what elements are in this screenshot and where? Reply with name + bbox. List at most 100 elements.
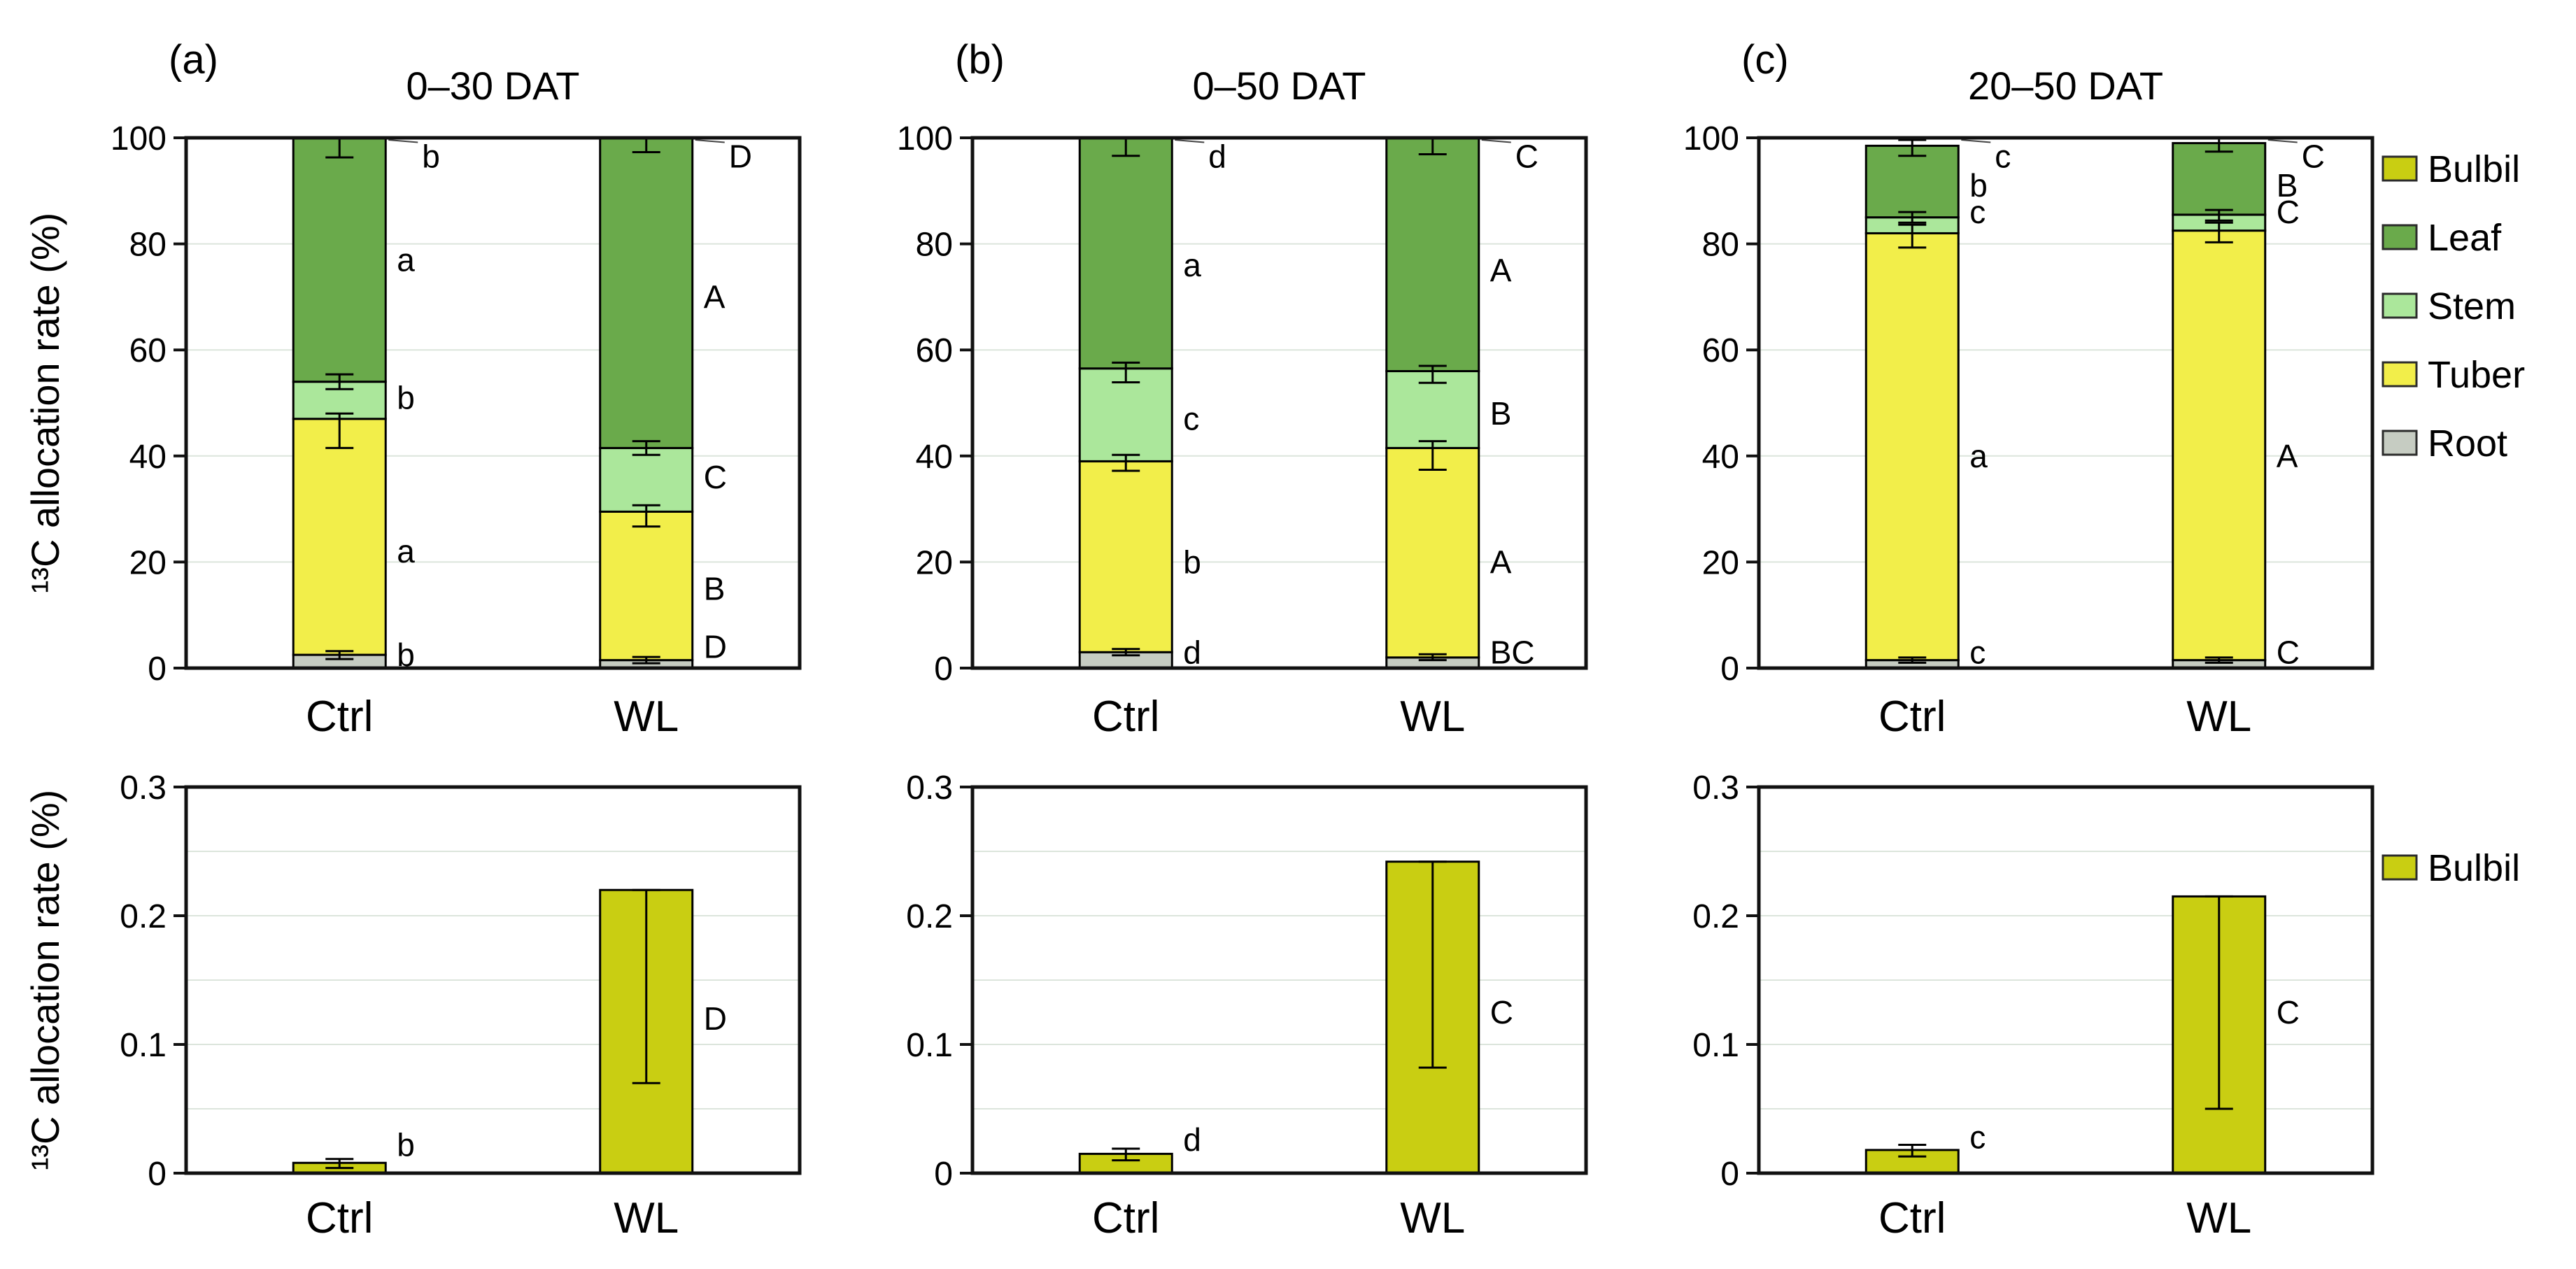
significance-letter: C <box>2277 194 2300 230</box>
legend-label-root: Root <box>2428 423 2507 465</box>
significance-letter: A <box>704 278 726 315</box>
legend-swatch-bulbil <box>2382 155 2418 182</box>
y-tick-label: 0 <box>934 1156 953 1193</box>
panel-title: 0–50 DAT <box>1193 64 1366 108</box>
y-tick-label: 0 <box>1720 1156 1739 1193</box>
plot-frame <box>970 785 1588 1175</box>
significance-letter: C <box>2277 634 2300 670</box>
bulbil-bar-ctrl: d <box>1078 1121 1201 1175</box>
significance-letter: b <box>397 1127 415 1163</box>
panel-bottom-3: c Ctrl C WL 0 0.1 0.2 0.3 <box>1692 770 2375 1242</box>
legend-label-stem: Stem <box>2428 285 2516 327</box>
x-category-label: WL <box>614 1194 679 1242</box>
legend-swatch-leaf <box>2382 224 2418 250</box>
x-category-label: Ctrl <box>1878 1194 1946 1242</box>
significance-letter: d <box>1183 634 1201 670</box>
x-category-label: WL <box>1400 693 1465 741</box>
panel-bottom-1: b Ctrl D WL 0 0.1 0.2 0.3 <box>120 770 802 1242</box>
plot-frame <box>184 785 802 1175</box>
bar-segment-leaf <box>292 136 387 383</box>
x-category-label: Ctrl <box>1092 693 1159 741</box>
y-tick-label: 40 <box>129 439 167 476</box>
y-tick-label: 0.3 <box>906 770 953 807</box>
bar-segment-leaf <box>2172 142 2267 216</box>
y-tick-label: 80 <box>129 227 167 264</box>
x-category-label: Ctrl <box>1878 693 1946 741</box>
bar-segment-tuber <box>1385 446 1480 659</box>
y-tick-label: 0.1 <box>1692 1027 1739 1064</box>
stacked-bar-wl: C A B A BC <box>1385 136 1538 670</box>
significance-letter: D <box>704 629 727 665</box>
y-tick-label: 100 <box>1683 120 1739 157</box>
panel-title: 20–50 DAT <box>1968 64 2163 108</box>
significance-letter: c <box>1183 401 1199 437</box>
bar-segment-leaf <box>1864 144 1960 219</box>
y-tick-label: 0 <box>148 651 167 688</box>
legend-label-tuber: Tuber <box>2428 354 2525 396</box>
significance-letter: a <box>397 241 415 278</box>
significance-letter: A <box>1490 544 1512 580</box>
legend-label-bulbil: Bulbil <box>2428 847 2520 889</box>
x-category-label: WL <box>2186 693 2251 741</box>
y-tick-label: 20 <box>1702 544 1739 581</box>
legend-swatch-tuber <box>2382 361 2418 388</box>
y-tick-label: 40 <box>1702 439 1739 476</box>
y-tick-label: 0.3 <box>1692 770 1739 807</box>
y-tick-label: 0.1 <box>120 1027 167 1064</box>
letter-leader-line <box>1175 139 1205 143</box>
letter-leader-line <box>2267 139 2298 143</box>
legend-swatch-bulbil <box>2382 854 2418 881</box>
plot-frame <box>970 136 1588 670</box>
bulbil-bar-wl: C <box>1385 860 1513 1175</box>
significance-letter: B <box>704 570 726 607</box>
y-tick-label: 60 <box>129 332 167 369</box>
y-tick-label: 80 <box>916 227 953 264</box>
significance-letter: d <box>1208 139 1226 175</box>
bar-segment-tuber <box>1078 460 1173 653</box>
significance-letter: c <box>1969 194 1986 230</box>
x-category-label: Ctrl <box>306 1194 373 1242</box>
y-tick-label: 80 <box>1702 227 1739 264</box>
legend-label-leaf: Leaf <box>2428 217 2502 259</box>
x-category-label: WL <box>1400 1194 1465 1242</box>
y-tick-label: 100 <box>111 120 167 157</box>
panel-title: 0–30 DAT <box>406 64 580 108</box>
y-tick-label: 60 <box>1702 332 1739 369</box>
letter-leader-line <box>1481 139 1511 143</box>
letter-leader-line <box>1961 139 1991 143</box>
plot-frame <box>1757 785 2375 1175</box>
x-category-label: WL <box>2186 1194 2251 1242</box>
significance-letter: c <box>1969 1119 1986 1155</box>
significance-letter: C <box>1490 994 1513 1030</box>
plot-frame <box>184 136 802 670</box>
y-tick-label: 100 <box>897 120 953 157</box>
panel-bottom-2: d Ctrl C WL 0 0.1 0.2 0.3 <box>906 770 1588 1242</box>
significance-letter: B <box>2277 167 2298 204</box>
panel-tag: (a) <box>169 37 218 83</box>
significance-letter: a <box>1969 438 1988 474</box>
bar-segment-tuber <box>292 418 387 656</box>
bar-segment-leaf <box>1385 136 1480 373</box>
letter-leader-line <box>388 139 418 143</box>
y-tick-label: 0.1 <box>906 1027 953 1064</box>
bar-segment-tuber <box>1864 232 1960 662</box>
significance-letter: C <box>1515 139 1538 175</box>
y-tick-label: 0 <box>1720 651 1739 688</box>
significance-letter: d <box>1183 1121 1201 1158</box>
y-tick-label: 20 <box>916 544 953 581</box>
significance-letter: A <box>2277 438 2298 474</box>
y-tick-label: 0.3 <box>120 770 167 807</box>
y-tick-label: 0 <box>934 651 953 688</box>
y-tick-label: 0 <box>148 1156 167 1193</box>
legend-label-bulbil: Bulbil <box>2428 148 2520 190</box>
bulbil-bar-wl: C <box>2172 895 2300 1175</box>
significance-letter: D <box>729 139 752 175</box>
legend-swatch-root <box>2382 430 2418 456</box>
significance-letter: b <box>422 139 440 175</box>
significance-letter: b <box>1969 167 1988 204</box>
